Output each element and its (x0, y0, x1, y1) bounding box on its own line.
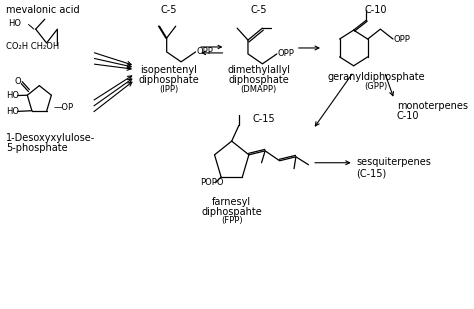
Text: sesquiterpenes: sesquiterpenes (356, 157, 431, 167)
Text: C-5: C-5 (251, 5, 267, 15)
Text: C-10: C-10 (397, 111, 419, 121)
Text: dimethylallyl: dimethylallyl (228, 65, 290, 75)
Text: C-15: C-15 (252, 114, 274, 124)
Text: (GPP): (GPP) (365, 82, 388, 91)
Text: O: O (14, 77, 21, 86)
Text: OPP: OPP (394, 35, 411, 44)
Text: POPO: POPO (200, 178, 224, 187)
Text: OPP: OPP (278, 49, 295, 58)
Text: (C-15): (C-15) (356, 169, 387, 179)
Text: HO: HO (6, 91, 19, 100)
Text: mevalonic acid: mevalonic acid (6, 5, 80, 15)
Text: (DMAPP): (DMAPP) (241, 85, 277, 94)
Text: farnesyl: farnesyl (212, 197, 251, 207)
Text: isopentenyl: isopentenyl (140, 65, 197, 75)
Text: HO: HO (6, 107, 19, 116)
Text: diphosphate: diphosphate (138, 75, 199, 85)
Text: diphosphate: diphosphate (228, 75, 289, 85)
Text: geranyldiphosphate: geranyldiphosphate (328, 72, 425, 82)
Text: diphospahte: diphospahte (201, 206, 262, 217)
Text: —OP: —OP (54, 103, 74, 112)
Text: HO: HO (9, 19, 22, 28)
Text: C-10: C-10 (365, 5, 387, 15)
Text: 1-Desoxyxylulose-: 1-Desoxyxylulose- (6, 133, 95, 143)
Text: OPP: OPP (197, 47, 213, 57)
Text: CO₂H CH₂OH: CO₂H CH₂OH (6, 42, 59, 52)
Text: (IPP): (IPP) (159, 85, 178, 94)
Text: (FPP): (FPP) (221, 216, 243, 226)
Text: C-5: C-5 (160, 5, 177, 15)
Text: monoterpenes: monoterpenes (397, 101, 468, 112)
Text: 5-phosphate: 5-phosphate (6, 143, 67, 153)
